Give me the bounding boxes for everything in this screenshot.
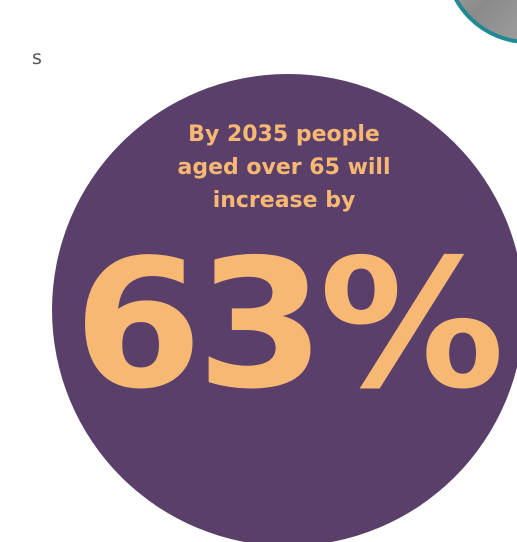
- statistic: 63%: [74, 221, 500, 428]
- headline-line: increase by: [213, 188, 356, 213]
- purple-circle: [52, 74, 517, 542]
- headline-line: By 2035 people: [188, 122, 380, 147]
- fragment-text: s: [32, 47, 42, 69]
- photo-circle: [454, 0, 517, 44]
- artwork: [52, 0, 517, 542]
- headline-line: aged over 65 will: [177, 155, 390, 180]
